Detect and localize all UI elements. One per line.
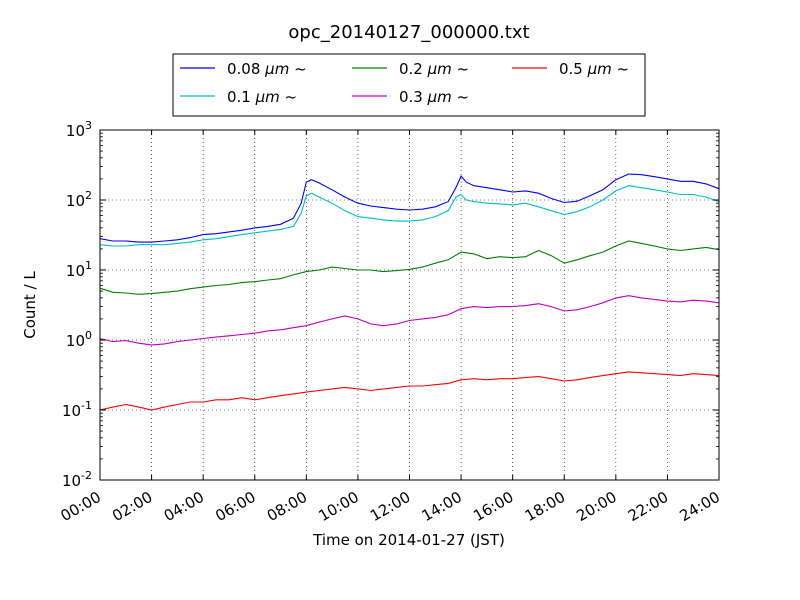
- x-axis-label: Time on 2014-01-27 (JST): [312, 531, 505, 549]
- legend-item: 0.08 μm ~: [180, 60, 307, 78]
- legend-label: 0.3 μm ~: [399, 88, 469, 106]
- x-tick-label: 00:00: [58, 488, 104, 525]
- legend: 0.08 μm ~ 0.1 μm ~ 0.2 μm ~ 0.3 μm ~ 0.5 μm …: [172, 53, 646, 117]
- series-line-0.3: [99, 295, 720, 346]
- y-tick-label: 101: [66, 259, 92, 280]
- x-tick-label: 16:00: [470, 488, 516, 525]
- x-tick-labels: 00:00 02:00 04:00 06:00 08:00 10:00 12:00 14:00…: [58, 488, 723, 525]
- legend-label: 0.2 μm ~: [399, 60, 469, 78]
- x-tick-label: 02:00: [109, 488, 155, 525]
- series-line-0.1: [99, 185, 720, 247]
- y-tick-label: 10-1: [62, 399, 92, 420]
- plot-area: [99, 173, 720, 411]
- series-line-0.5: [99, 371, 720, 411]
- y-tick-label: 100: [66, 329, 92, 350]
- ticks: [99, 129, 720, 481]
- legend-box: [172, 53, 646, 117]
- legend-item: 0.2 μm ~: [352, 60, 469, 78]
- x-tick-label: 06:00: [212, 488, 258, 525]
- x-tick-label: 20:00: [573, 488, 619, 525]
- y-tick-label: 10-2: [62, 469, 92, 490]
- y-axis-label: Count / L: [21, 271, 39, 339]
- x-tick-label: 14:00: [419, 488, 465, 525]
- legend-item: 0.1 μm ~: [180, 88, 297, 106]
- x-tick-label: 18:00: [522, 488, 568, 525]
- legend-item: 0.5 μm ~: [512, 60, 629, 78]
- grid: [100, 130, 719, 480]
- x-tick-label: 12:00: [367, 488, 413, 525]
- legend-label: 0.5 μm ~: [559, 60, 629, 78]
- legend-label: 0.1 μm ~: [227, 88, 297, 106]
- x-tick-label: 22:00: [625, 488, 671, 525]
- legend-label: 0.08 μm ~: [227, 60, 307, 78]
- x-tick-label: 08:00: [264, 488, 310, 525]
- series-line-0.08: [99, 173, 720, 243]
- y-tick-label: 103: [66, 119, 92, 140]
- legend-item: 0.3 μm ~: [352, 88, 469, 106]
- x-tick-label: 10:00: [315, 488, 361, 525]
- y-tick-labels: 10-2 10-1 100 101 102 103: [62, 119, 92, 490]
- y-tick-label: 102: [66, 189, 92, 210]
- series-line-0.2: [99, 240, 720, 295]
- x-tick-label: 24:00: [677, 488, 723, 525]
- x-tick-label: 04:00: [161, 488, 207, 525]
- chart-title: opc_20140127_000000.txt: [288, 22, 529, 43]
